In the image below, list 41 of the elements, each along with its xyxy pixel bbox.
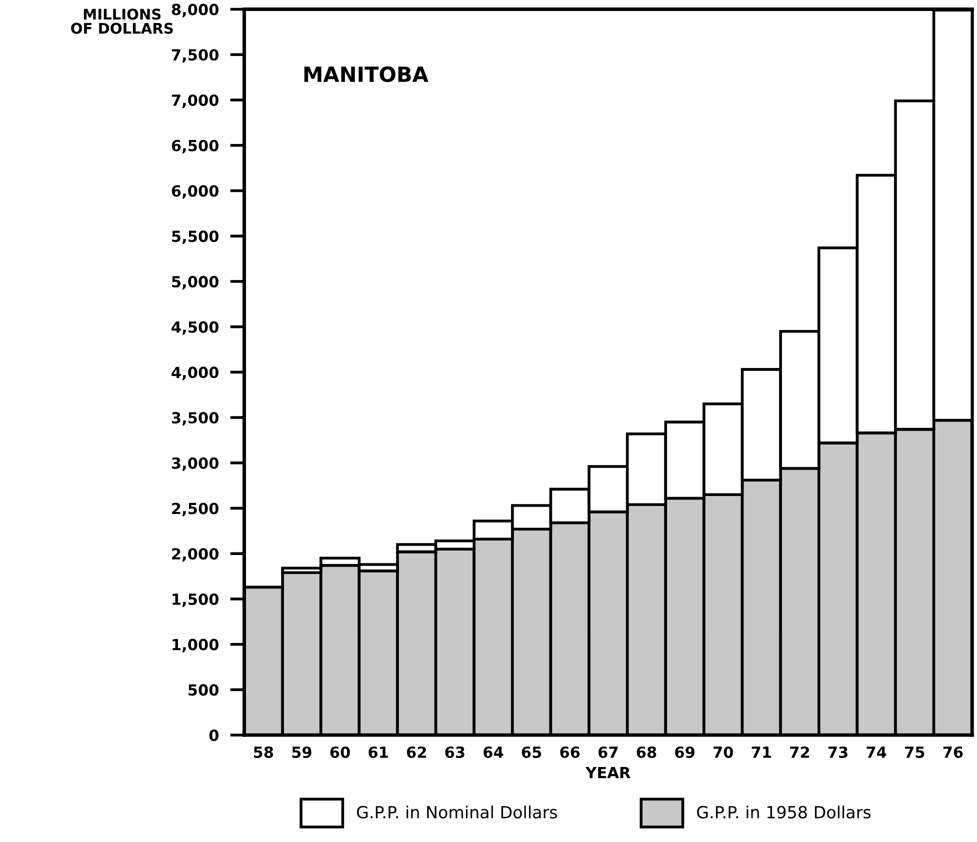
y-tick-label: 3,000 [172, 457, 219, 471]
x-tick-label: 74 [866, 746, 886, 758]
x-tick-label: 65 [522, 746, 542, 758]
y-tick-label: 2,500 [172, 502, 219, 516]
x-tick-label: 75 [905, 746, 924, 758]
x-axis-title: YEAR [585, 766, 630, 778]
y-tick-label: 5,500 [172, 230, 219, 244]
x-tick-label: 61 [368, 746, 388, 758]
y-tick-label: 1,500 [172, 593, 219, 607]
x-tick-label: 73 [828, 746, 848, 758]
y-tick-label: 5,000 [172, 276, 219, 290]
text: MANITOBA [304, 66, 428, 82]
x-tick-label: 72 [790, 746, 810, 758]
y-tick-label: 2,000 [172, 548, 219, 562]
x-tick-label: 60 [330, 746, 350, 758]
x-tick-label: 66 [560, 746, 580, 758]
y-tick-label: 500 [188, 684, 219, 696]
legend-label: G.P.P. in Nominal Dollars [356, 806, 557, 818]
legend-label: G.P.P. in 1958 Dollars [697, 806, 871, 818]
y-tick-label: 0 [209, 730, 219, 742]
y-tick-label: 6,500 [172, 140, 219, 154]
y-tick-label: 8,000 [172, 4, 219, 18]
y-tick-label: 6,000 [172, 185, 219, 199]
x-tick-label: 59 [292, 746, 312, 758]
x-tick-label: 69 [675, 746, 694, 758]
y-axis-title: MILLIONS OF DOLLARS [71, 8, 173, 34]
x-tick-label: 70 [714, 746, 734, 758]
y-tick-label: 4,500 [172, 321, 219, 335]
y-tick-label: 1,000 [172, 638, 219, 652]
x-tick-label: 76 [943, 746, 963, 758]
x-tick-label: 71 [752, 746, 771, 758]
x-tick-label: 67 [598, 746, 618, 758]
x-tick-label: 63 [445, 746, 464, 758]
x-tick-label: 64 [484, 746, 504, 758]
y-tick-label: 3,500 [172, 412, 219, 426]
y-tick-label: 7,500 [172, 49, 219, 63]
x-tick-label: 58 [254, 746, 274, 758]
y-tick-label: 7,000 [172, 94, 219, 108]
x-tick-label: 62 [406, 746, 426, 758]
y-tick-label: 4,000 [172, 366, 219, 380]
x-tick-label: 68 [636, 746, 656, 758]
